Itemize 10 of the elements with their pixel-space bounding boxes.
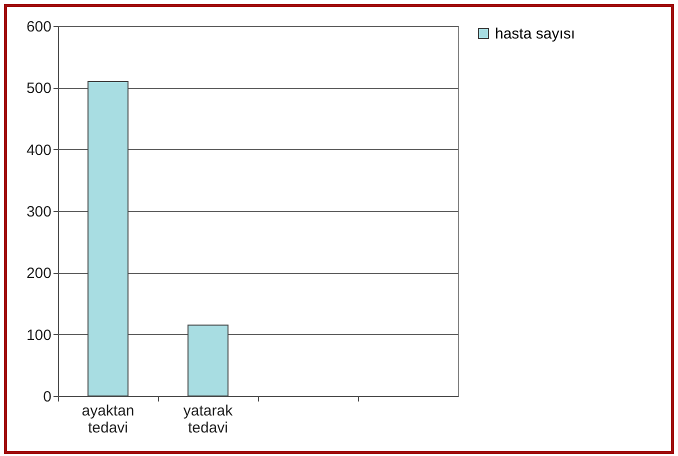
y-tick-label: 100 (26, 326, 52, 344)
x-tick-label: ayaktan tedavi (82, 402, 134, 436)
legend-label: hasta sayısı (495, 26, 576, 42)
y-tick-label: 400 (26, 142, 52, 159)
y-tick-label: 200 (26, 265, 52, 282)
y-tick-label: 600 (26, 18, 52, 36)
x-tick-label: yatarak tedavi (183, 402, 234, 436)
y-tick-label: 300 (26, 204, 52, 220)
y-tick-label: 0 (43, 388, 52, 406)
y-tick-label: 500 (26, 80, 52, 98)
